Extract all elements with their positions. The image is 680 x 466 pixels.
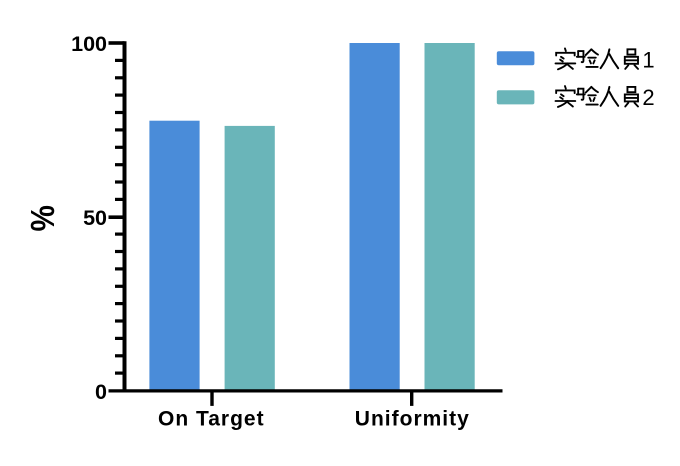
svg-text:On Target: On Target <box>158 408 265 431</box>
svg-text:100: 100 <box>71 32 107 56</box>
svg-text:Uniformity: Uniformity <box>355 408 470 431</box>
svg-text:1: 1 <box>642 48 654 73</box>
svg-text:%: % <box>25 205 62 231</box>
svg-text:50: 50 <box>83 206 107 230</box>
svg-text:0: 0 <box>95 380 107 404</box>
svg-text:2: 2 <box>642 85 654 110</box>
